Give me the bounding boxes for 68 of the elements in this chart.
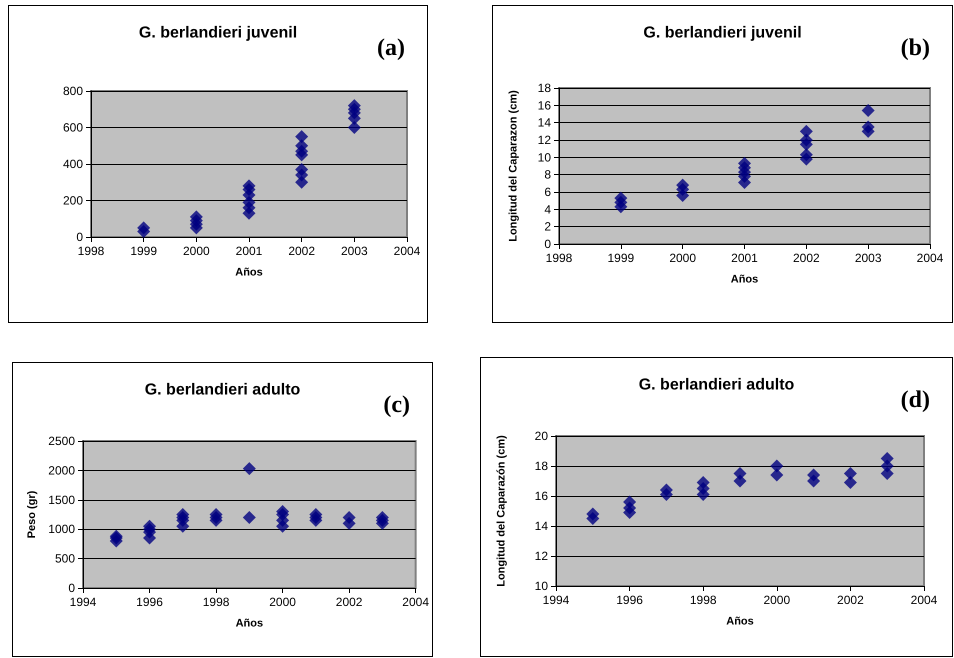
x-axis-title: Años bbox=[236, 618, 264, 630]
y-tick-label: 500 bbox=[54, 552, 76, 566]
text: (d) bbox=[900, 387, 930, 413]
y-tick-label: 16 bbox=[538, 98, 552, 112]
y-tick-label: 0 bbox=[68, 581, 76, 595]
y-tick-label: 18 bbox=[534, 459, 548, 473]
x-tick-label: 2000 bbox=[269, 595, 296, 609]
x-tick-label: 2004 bbox=[394, 244, 421, 258]
x-tick-label: 1994 bbox=[542, 593, 570, 607]
chart-title: G. berlandieri juvenil bbox=[138, 24, 298, 42]
y-tick-label: 2500 bbox=[48, 434, 76, 448]
y-tick-label: 8 bbox=[544, 168, 552, 182]
y-axis-title: Longitud del Caparazon (cm) bbox=[508, 90, 520, 242]
x-tick-label: 1998 bbox=[690, 593, 717, 607]
y-tick-label: 0 bbox=[76, 230, 84, 244]
y-tick-label: 2 bbox=[544, 220, 552, 234]
x-tick-label: 1996 bbox=[136, 595, 164, 609]
x-tick-label: 2004 bbox=[910, 593, 938, 607]
x-tick-label: 2002 bbox=[288, 244, 316, 258]
y-tick-label: 18 bbox=[538, 81, 552, 95]
x-tick-label: 1996 bbox=[616, 593, 644, 607]
x-tick-label: 1998 bbox=[78, 244, 105, 258]
x-axis-title: Años bbox=[235, 266, 263, 278]
x-axis-title: Años bbox=[726, 616, 754, 628]
y-axis-title: Peso (gr) bbox=[26, 490, 38, 538]
y-tick-label: 0 bbox=[544, 237, 552, 251]
y-tick-label: 800 bbox=[62, 84, 84, 98]
x-tick-label: 1994 bbox=[70, 595, 97, 609]
y-tick-label: 2000 bbox=[48, 463, 76, 478]
x-tick-label: 2001 bbox=[731, 251, 758, 265]
y-tick-label: 14 bbox=[538, 116, 552, 130]
x-tick-label: 2004 bbox=[402, 595, 430, 609]
y-tick-label: 1500 bbox=[48, 492, 76, 507]
y-tick-label: 4 bbox=[544, 202, 552, 216]
x-tick-label: 2002 bbox=[336, 595, 363, 609]
x-tick-label: 2002 bbox=[792, 251, 820, 265]
y-axis-title: Longitud del Caparazón (cm) bbox=[496, 434, 508, 587]
y-tick-label: 16 bbox=[534, 489, 548, 503]
y-tick-label: 6 bbox=[544, 185, 552, 199]
x-tick-label: 2001 bbox=[236, 244, 263, 258]
x-tick-label: 2002 bbox=[837, 593, 864, 607]
x-tick-label: 1998 bbox=[202, 595, 230, 609]
x-tick-label: 2000 bbox=[182, 244, 210, 258]
chart-title: G. berlandieri adulto bbox=[144, 382, 301, 398]
chart-title: G. berlandieri juvenil bbox=[643, 24, 802, 42]
y-tick-label: 600 bbox=[62, 120, 84, 134]
y-tick-label: 1000 bbox=[48, 522, 76, 536]
x-tick-label: 2004 bbox=[916, 251, 944, 265]
text: (a) bbox=[377, 35, 405, 61]
x-tick-label: 2000 bbox=[763, 593, 790, 607]
text: (c) bbox=[383, 392, 410, 418]
y-tick-label: 10 bbox=[538, 150, 552, 164]
y-tick-label: 12 bbox=[538, 133, 552, 147]
x-tick-label: 1998 bbox=[546, 251, 573, 265]
y-tick-label: 10 bbox=[534, 579, 548, 593]
y-tick-label: 400 bbox=[62, 157, 84, 171]
y-tick-label: 200 bbox=[62, 194, 84, 208]
x-axis-title: Años bbox=[730, 274, 758, 286]
chart-title: G. berlandieri adulto bbox=[638, 376, 795, 394]
y-tick-label: 12 bbox=[534, 549, 548, 563]
x-tick-label: 2003 bbox=[854, 251, 882, 265]
text: (b) bbox=[900, 35, 930, 61]
x-tick-label: 2003 bbox=[340, 244, 368, 258]
x-tick-label: 2000 bbox=[669, 251, 696, 265]
y-tick-label: 20 bbox=[534, 429, 548, 443]
x-tick-label: 1999 bbox=[130, 244, 158, 258]
x-tick-label: 1999 bbox=[607, 251, 635, 265]
y-tick-label: 14 bbox=[534, 519, 548, 533]
